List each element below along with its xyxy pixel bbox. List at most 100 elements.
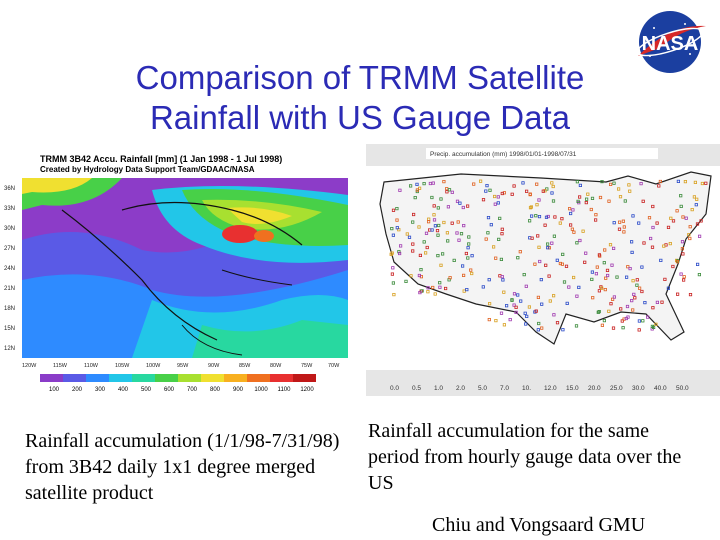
gauge-station bbox=[546, 214, 550, 219]
gauge-station bbox=[608, 243, 613, 247]
gauge-station bbox=[544, 263, 548, 267]
gauge-station bbox=[608, 182, 613, 187]
gauge-station bbox=[584, 251, 588, 255]
gauge-station bbox=[658, 179, 663, 184]
gauge-station bbox=[420, 289, 424, 293]
gauge-station bbox=[500, 275, 504, 279]
gauge-station bbox=[555, 258, 559, 262]
gauge-station bbox=[536, 328, 540, 332]
colorbar-swatch bbox=[155, 374, 178, 382]
gauge-station bbox=[442, 220, 446, 225]
trmm-map-subtitle: Created by Hydrology Data Support Team/G… bbox=[40, 165, 255, 174]
gauge-station bbox=[598, 195, 603, 200]
gauge-station bbox=[612, 181, 616, 185]
gauge-station bbox=[648, 236, 653, 241]
colorbar-label: 200 bbox=[72, 387, 83, 393]
x-tick: 115W bbox=[53, 363, 68, 369]
gauge-station bbox=[466, 204, 470, 208]
gauge-station bbox=[514, 310, 518, 314]
gauge-station bbox=[543, 223, 547, 227]
gauge-station bbox=[529, 214, 534, 218]
gauge-station bbox=[577, 285, 581, 289]
gauge-station bbox=[567, 207, 572, 211]
gauge-station bbox=[405, 232, 409, 236]
gauge-station bbox=[521, 181, 525, 185]
gauge-station bbox=[538, 259, 542, 264]
gauge-station bbox=[424, 231, 429, 235]
gauge-station bbox=[568, 223, 573, 227]
gauge-station bbox=[593, 218, 598, 222]
gauge-station bbox=[447, 188, 452, 192]
gauge-station bbox=[662, 244, 666, 248]
gauge-station bbox=[456, 220, 460, 224]
gauge-station bbox=[641, 199, 645, 203]
gauge-station bbox=[433, 292, 437, 296]
gauge-station bbox=[392, 292, 396, 297]
slide-title: Comparison of TRMM Satellite Rainfall wi… bbox=[40, 58, 680, 138]
gauge-station bbox=[578, 183, 582, 188]
gauge-station bbox=[565, 301, 569, 305]
gauge-station bbox=[547, 246, 551, 250]
gauge-station bbox=[398, 188, 402, 192]
gauge-station bbox=[675, 260, 680, 264]
gauge-station bbox=[671, 219, 676, 223]
gauge-station bbox=[637, 328, 641, 332]
gauge-station bbox=[528, 206, 533, 210]
gauge-station bbox=[395, 207, 399, 211]
gauge-station bbox=[438, 285, 442, 289]
gauge-station bbox=[445, 231, 449, 235]
gauge-station bbox=[390, 251, 394, 255]
gauge-station bbox=[488, 302, 492, 306]
gauge-station bbox=[510, 192, 514, 196]
gauge-station bbox=[524, 284, 528, 288]
gauge-station bbox=[535, 203, 539, 207]
gauge-station bbox=[657, 184, 661, 188]
gauge-station bbox=[590, 196, 595, 201]
gauge-station bbox=[534, 214, 538, 218]
gauge-station bbox=[681, 215, 685, 219]
gauge-station bbox=[611, 246, 616, 250]
gauge-station bbox=[466, 246, 470, 250]
gauge-station bbox=[424, 251, 428, 255]
gauge-station bbox=[504, 304, 509, 308]
gauge-station bbox=[543, 189, 547, 193]
gauge-station bbox=[494, 318, 498, 323]
gauge-station bbox=[631, 214, 635, 218]
gauge-station bbox=[645, 315, 650, 319]
y-tick: 24N bbox=[4, 266, 15, 272]
gauge-station bbox=[612, 295, 616, 299]
gauge-station bbox=[407, 235, 412, 239]
gauge-station bbox=[472, 182, 476, 186]
gauge-station bbox=[541, 189, 545, 193]
gauge-station bbox=[481, 198, 486, 202]
gauge-station bbox=[527, 219, 532, 223]
gauge-map-header: Precip. accumulation (mm) 1998/01/01-199… bbox=[430, 151, 577, 158]
gauge-station bbox=[615, 275, 619, 279]
nasa-logo-text: NASA bbox=[642, 33, 699, 55]
gauge-station bbox=[500, 227, 504, 231]
colorbar-swatch bbox=[40, 374, 63, 382]
gauge-station bbox=[426, 290, 430, 294]
gauge-station bbox=[510, 298, 514, 302]
gauge-station bbox=[564, 264, 569, 268]
gauge-station bbox=[418, 253, 423, 257]
gauge-station bbox=[427, 220, 431, 224]
gauge-station bbox=[512, 292, 517, 296]
gauge-station bbox=[666, 286, 671, 290]
gauge-station bbox=[576, 199, 580, 204]
gauge-station bbox=[635, 283, 639, 287]
gauge-station bbox=[545, 187, 549, 191]
gauge-station bbox=[553, 215, 557, 219]
gauge-station bbox=[612, 221, 616, 225]
gauge-station bbox=[419, 268, 423, 272]
gauge-station bbox=[500, 191, 504, 196]
gauge-station bbox=[571, 275, 576, 280]
trmm-map-plot bbox=[22, 178, 348, 358]
gauge-station bbox=[409, 184, 413, 188]
gauge-station bbox=[571, 208, 575, 212]
gauge-station bbox=[437, 223, 441, 228]
gauge-station bbox=[660, 300, 664, 304]
gauge-station bbox=[411, 220, 415, 224]
gauge-station bbox=[679, 272, 683, 276]
gauge-legend-label: 0.0 bbox=[390, 385, 399, 392]
